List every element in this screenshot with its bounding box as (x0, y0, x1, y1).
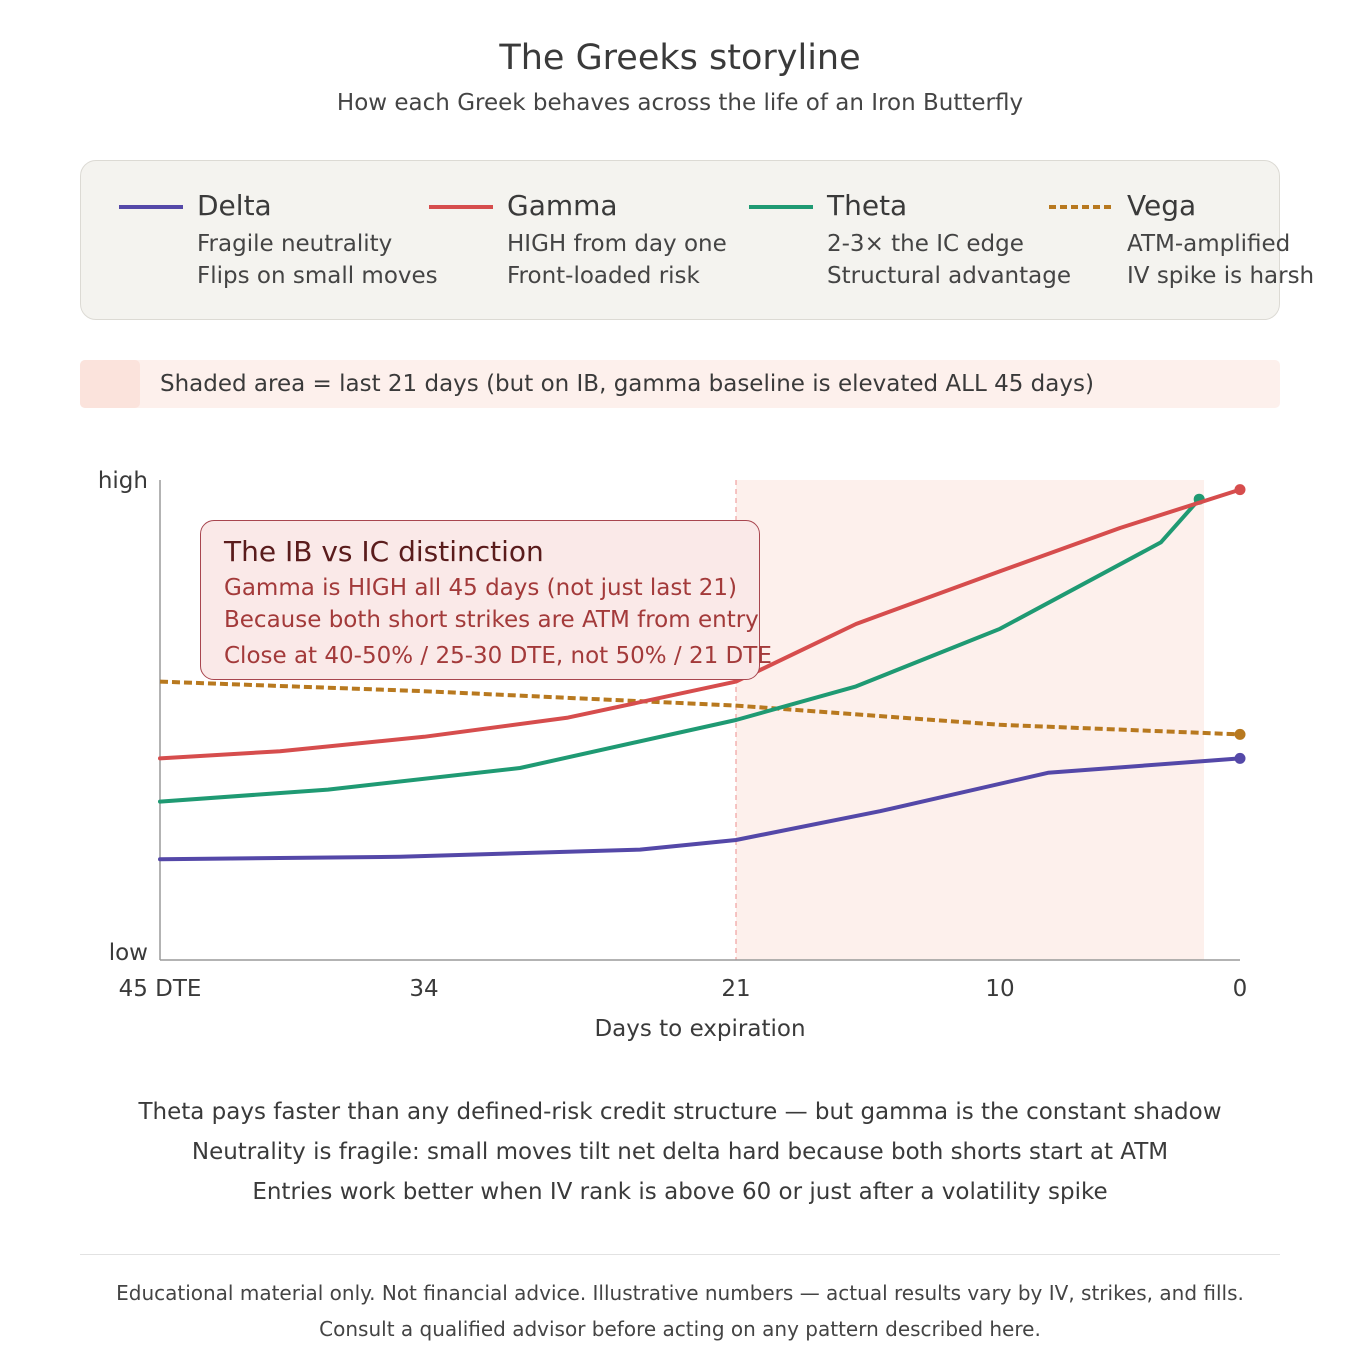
footer-divider (80, 1254, 1280, 1255)
x-axis-label: Days to expiration (594, 1016, 805, 1042)
legend-desc-theta-1: 2-3× the IC edge (827, 231, 1024, 257)
callout-line-1: Gamma is HIGH all 45 days (not just last… (224, 575, 737, 601)
takeaway-2: Neutrality is fragile: small moves tilt … (191, 1139, 1169, 1165)
series-line-delta (158, 756, 1242, 862)
series-line-vega (159, 679, 1241, 737)
legend-name-delta: Delta (197, 189, 272, 222)
series-line-gamma (158, 487, 1242, 761)
legend-name-vega: Vega (1127, 189, 1197, 222)
legend-name-gamma: Gamma (507, 189, 618, 222)
legend-name-theta: Theta (827, 189, 908, 222)
series-end-marker-delta (1234, 752, 1246, 764)
legend-desc-vega-1: ATM-amplified (1127, 231, 1291, 257)
legend-desc-gamma-2: Front-loaded risk (507, 263, 700, 289)
greeks-line-chart: high low 45 DTE 34 21 10 0 Days to expiration (98, 468, 1248, 1042)
chart-title: The Greeks storyline (499, 38, 861, 78)
shade-note-text: Shaded area = last 21 days (but on IB, g… (160, 371, 1094, 397)
x-tick-label: 21 (721, 976, 750, 1002)
callout-title: The IB vs IC distinction (224, 535, 544, 568)
callout-line-2: Because both short strikes are ATM from … (224, 607, 759, 633)
x-tick-label: 45 DTE (119, 976, 202, 1002)
chart-subtitle: How each Greek behaves across the life o… (336, 90, 1024, 116)
y-tick-low: low (109, 940, 148, 966)
callout-line-3: Close at 40-50% / 25-30 DTE, not 50% / 2… (224, 643, 772, 669)
takeaway-3: Entries work better when IV rank is abov… (252, 1179, 1108, 1205)
shade-note: Shaded area = last 21 days (but on IB, g… (80, 360, 1280, 408)
shade-swatch (80, 360, 140, 408)
series-line-theta (158, 497, 1202, 804)
x-tick-label: 34 (409, 976, 438, 1002)
ib-vs-ic-callout: The IB vs IC distinction Gamma is HIGH a… (200, 520, 772, 680)
disclaimer-line-2: Consult a qualified advisor before actin… (319, 1317, 1041, 1341)
legend-panel: Delta Fragile neutrality Flips on small … (80, 160, 1314, 320)
legend-desc-delta-1: Fragile neutrality (197, 231, 393, 257)
legend-desc-delta-2: Flips on small moves (197, 263, 438, 289)
y-tick-high: high (98, 468, 148, 494)
series-end-marker-vega (1234, 728, 1246, 740)
shaded-region (736, 480, 1204, 960)
disclaimer: Educational material only. Not financial… (0, 1280, 1360, 1352)
legend-desc-vega-2: IV spike is harsh (1127, 263, 1315, 289)
takeaway-1: Theta pays faster than any defined-risk … (138, 1099, 1222, 1125)
disclaimer-line-1: Educational material only. Not financial… (116, 1281, 1244, 1305)
x-tick-label: 10 (985, 976, 1014, 1002)
legend-desc-gamma-1: HIGH from day one (507, 231, 727, 257)
x-tick-label: 0 (1233, 976, 1248, 1002)
takeaways: Theta pays faster than any defined-risk … (0, 1096, 1360, 1216)
legend-desc-theta-2: Structural advantage (827, 263, 1071, 289)
series-end-marker-gamma (1234, 484, 1246, 496)
